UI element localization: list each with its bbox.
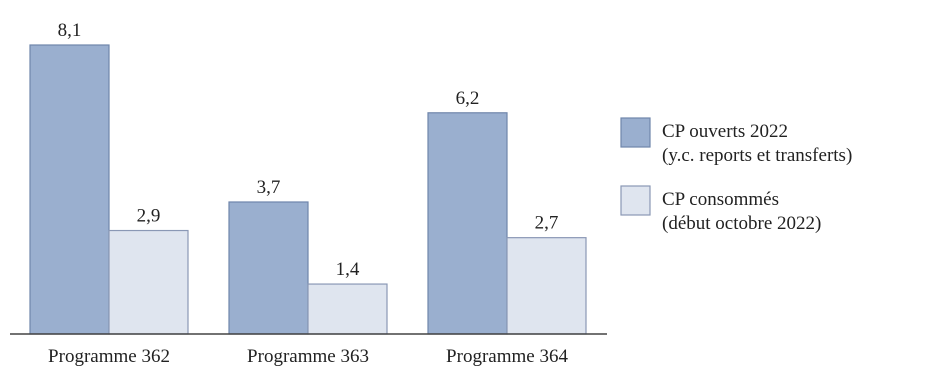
- bar-series-1-2: [228, 201, 309, 335]
- bar-value-labels: 8,1 2,9 3,7 1,4 6,2 2,7: [58, 20, 559, 280]
- bar-value-label: 8,1: [58, 20, 82, 41]
- bar-value-label: 6,2: [456, 88, 480, 109]
- bar-series-2-3: [506, 237, 587, 335]
- category-label: Programme 364: [446, 346, 568, 367]
- legend: CP ouverts 2022 (y.c. reports et transfer…: [620, 117, 852, 234]
- bars-group: [29, 44, 587, 335]
- bar-value-label: 2,7: [535, 213, 559, 234]
- bar-value-label: 2,9: [137, 206, 161, 227]
- legend-label: (début octobre 2022): [662, 213, 821, 234]
- legend-swatch-2: [620, 185, 651, 216]
- category-labels: Programme 362 Programme 363 Programme 364: [48, 346, 568, 367]
- legend-label: CP ouverts 2022: [662, 121, 788, 142]
- bar-series-1-1: [29, 44, 110, 335]
- legend-swatch-1: [620, 117, 651, 148]
- bar-value-label: 1,4: [336, 259, 360, 280]
- bar-value-label: 3,7: [257, 177, 281, 198]
- category-label: Programme 362: [48, 346, 170, 367]
- category-label: Programme 363: [247, 346, 369, 367]
- legend-label: (y.c. reports et transferts): [662, 145, 852, 166]
- bar-series-2-2: [307, 283, 388, 335]
- bar-series-2-1: [108, 229, 189, 335]
- bar-series-1-3: [427, 112, 508, 335]
- legend-label: CP consommés: [662, 189, 779, 210]
